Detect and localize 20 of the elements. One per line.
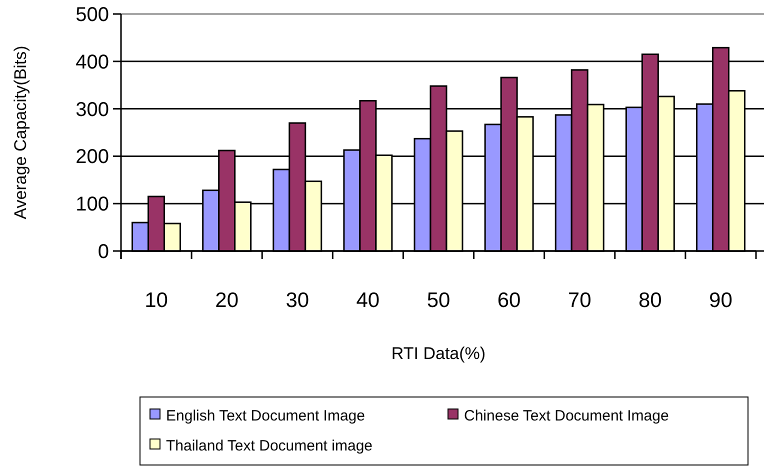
x-tick-label: 10 xyxy=(144,289,168,312)
y-tick-label: 500 xyxy=(76,4,109,26)
legend-label: Chinese Text Document Image xyxy=(464,407,669,424)
x-tick-label: 40 xyxy=(356,289,380,312)
x-tick-label: 60 xyxy=(497,289,521,312)
y-tick-label: 400 xyxy=(76,51,109,74)
legend-label: Thailand Text Document image xyxy=(166,437,372,454)
y-axis-title: Average Capacity(Bits) xyxy=(11,46,30,220)
y-tick-label: 0 xyxy=(98,241,109,263)
y-tick-label: 200 xyxy=(76,146,109,168)
x-axis-title: RTI Data(%) xyxy=(391,344,486,363)
x-tick-label: 50 xyxy=(426,289,450,312)
y-tick-label: 300 xyxy=(76,98,109,121)
x-tick-label: 30 xyxy=(286,289,310,312)
y-tick-label: 100 xyxy=(76,194,109,216)
x-tick-label: 70 xyxy=(568,289,592,312)
x-tick-label: 80 xyxy=(638,289,662,312)
legend-label: English Text Document Image xyxy=(166,407,365,424)
x-tick-label: 90 xyxy=(709,289,732,312)
x-tick-label: 20 xyxy=(215,289,239,312)
